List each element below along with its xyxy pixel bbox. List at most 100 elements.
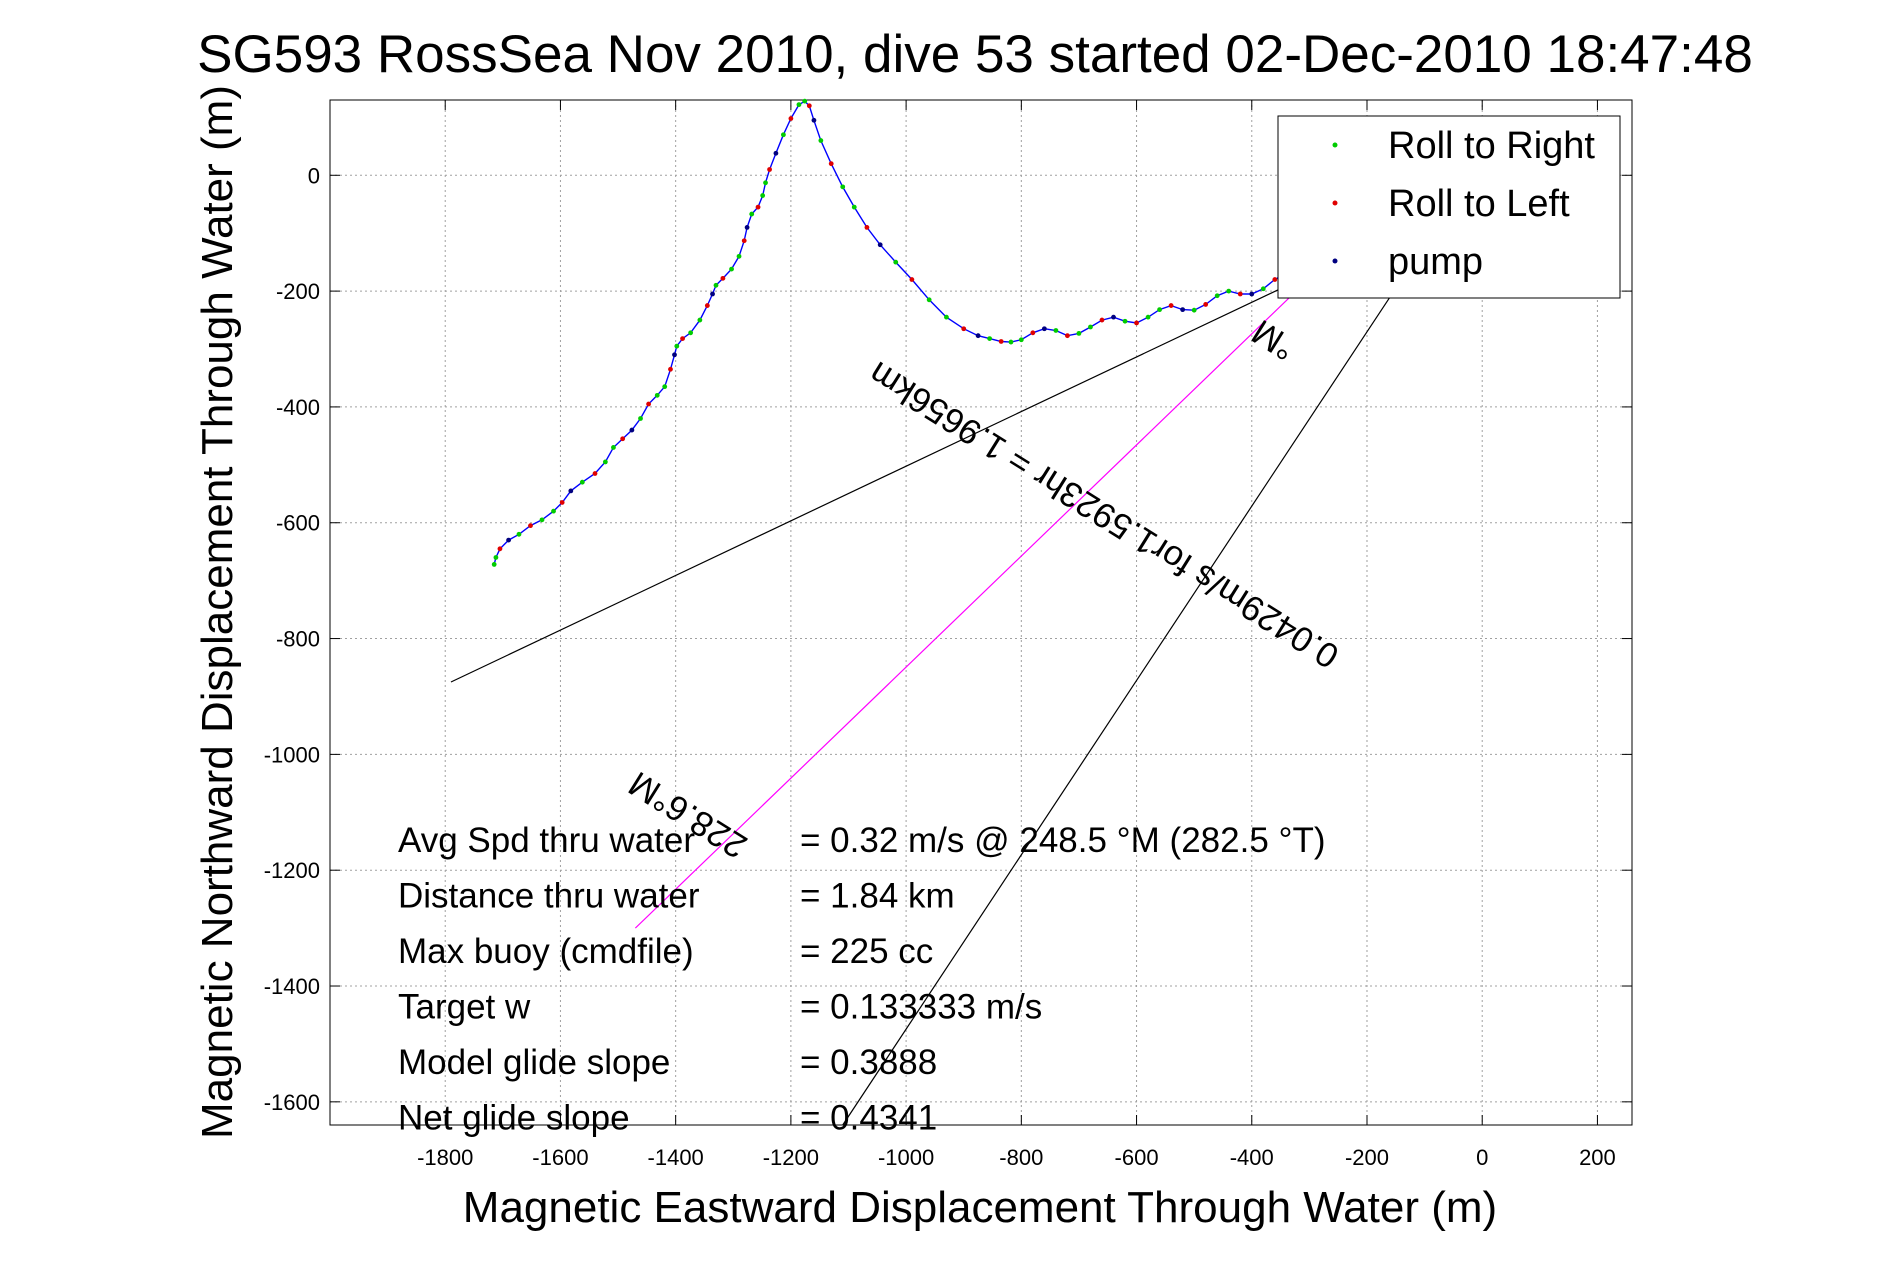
track-marker — [1272, 277, 1278, 282]
track-marker — [998, 339, 1004, 344]
track-marker — [680, 336, 685, 341]
legend-marker — [1332, 200, 1338, 206]
track-marker — [568, 488, 574, 494]
heading-line — [450, 247, 1368, 683]
track-marker — [749, 211, 755, 217]
track-marker — [1260, 286, 1266, 292]
track-marker — [528, 523, 533, 529]
current-speed-label: 0.0429m/s for1.5923hr = 1.9656km — [862, 354, 1346, 676]
track-marker — [1008, 339, 1014, 345]
track-marker — [877, 242, 883, 248]
legend-label: Roll to Left — [1388, 183, 1570, 225]
track-marker — [672, 352, 677, 358]
stat-label: Avg Spd thru water — [398, 821, 695, 860]
current-line — [634, 250, 1339, 929]
stats-block: Avg Spd thru water = 0.32 m/s @ 248.5 °M … — [398, 821, 1326, 1138]
track-marker — [668, 366, 673, 372]
track-marker — [893, 259, 899, 265]
stat-value: = 0.4341 — [800, 1099, 937, 1138]
track-marker — [579, 479, 585, 485]
track-marker — [840, 184, 846, 190]
x-tick-label: -1800 — [417, 1145, 473, 1170]
track-marker — [539, 517, 545, 523]
track-marker — [760, 193, 766, 198]
track-marker — [1249, 291, 1255, 297]
track-marker — [926, 297, 932, 303]
track-marker — [720, 275, 726, 281]
stat-value: = 225 cc — [800, 932, 933, 971]
track-marker — [1226, 288, 1232, 294]
y-tick-label: 0 — [308, 163, 320, 188]
track-marker — [755, 204, 761, 210]
y-tick-label: -200 — [276, 279, 320, 304]
track-marker — [864, 225, 870, 230]
stat-value: = 1.84 km — [800, 877, 955, 916]
x-tick-label: -1000 — [878, 1145, 934, 1170]
track-marker — [1088, 324, 1093, 330]
glide-line — [842, 279, 1403, 1126]
track-marker — [1168, 303, 1174, 308]
track-marker — [688, 330, 694, 336]
track-marker — [796, 102, 802, 108]
reference-lines — [450, 247, 1403, 1126]
stat-label: Target w — [398, 988, 531, 1027]
stat-value: = 0.32 m/s @ 248.5 °M (282.5 °T) — [800, 821, 1326, 860]
x-axis-label: Magnetic Eastward Displacement Through W… — [463, 1183, 1497, 1232]
y-axis-label: Magnetic Northward Displacement Through … — [193, 85, 242, 1139]
track-marker — [1099, 317, 1105, 323]
y-tick-label: -1000 — [264, 742, 320, 767]
x-tick-label: -400 — [1230, 1145, 1274, 1170]
tick-labels: -1800 -1600 -1400 -1200 -1000 -800 -600 -400 -20… — [264, 100, 1632, 1170]
track-marker — [767, 167, 772, 172]
track-marker — [763, 180, 768, 186]
track-marker — [944, 314, 949, 320]
track-marker — [1076, 330, 1082, 336]
track-marker — [851, 204, 857, 210]
stat-value: = 0.133333 m/s — [800, 988, 1042, 1027]
track-marker — [1134, 320, 1139, 326]
chart-title: SG593 RossSea Nov 2010, dive 53 started … — [197, 25, 1753, 84]
track-marker — [1053, 328, 1059, 333]
axes-box — [329, 99, 1633, 1126]
track-marker — [710, 291, 715, 297]
stat-value: = 0.3888 — [800, 1043, 937, 1082]
x-tick-label: -200 — [1345, 1145, 1389, 1170]
track-marker — [729, 266, 734, 272]
track-marker — [592, 471, 598, 476]
track-layer — [491, 98, 1286, 567]
legend: Roll to Right Roll to Left pump — [1277, 115, 1621, 299]
y-tick-label: -1400 — [264, 974, 320, 999]
x-tick-label: -1600 — [532, 1145, 588, 1170]
legend-marker — [1332, 258, 1338, 264]
track-marker — [1122, 318, 1128, 324]
track-marker — [646, 401, 651, 407]
track-marker — [497, 546, 503, 552]
dive-track-line — [493, 100, 1284, 565]
track-marker — [780, 132, 786, 138]
legend-marker — [1332, 142, 1338, 148]
track-marker — [629, 427, 635, 433]
track-marker — [961, 326, 967, 332]
track-marker — [704, 303, 710, 308]
track-marker — [1018, 337, 1024, 343]
track-marker — [1030, 330, 1036, 336]
track-marker — [559, 500, 565, 505]
y-tick-label: -400 — [276, 395, 320, 420]
track-marker — [811, 117, 817, 123]
track-marker — [788, 116, 794, 121]
track-marker — [1111, 314, 1116, 320]
track-marker — [602, 459, 608, 465]
track-marker — [909, 277, 915, 282]
track-marker — [697, 317, 703, 323]
track-marker — [493, 555, 499, 560]
track-marker — [551, 508, 556, 514]
stat-label: Max buoy (cmdfile) — [398, 932, 694, 971]
track-marker — [741, 238, 747, 244]
legend-label: pump — [1388, 241, 1483, 283]
track-marker — [736, 253, 742, 259]
track-marker — [611, 445, 616, 450]
track-marker — [506, 537, 511, 543]
track-marker — [802, 98, 808, 104]
track-marker — [975, 333, 981, 339]
